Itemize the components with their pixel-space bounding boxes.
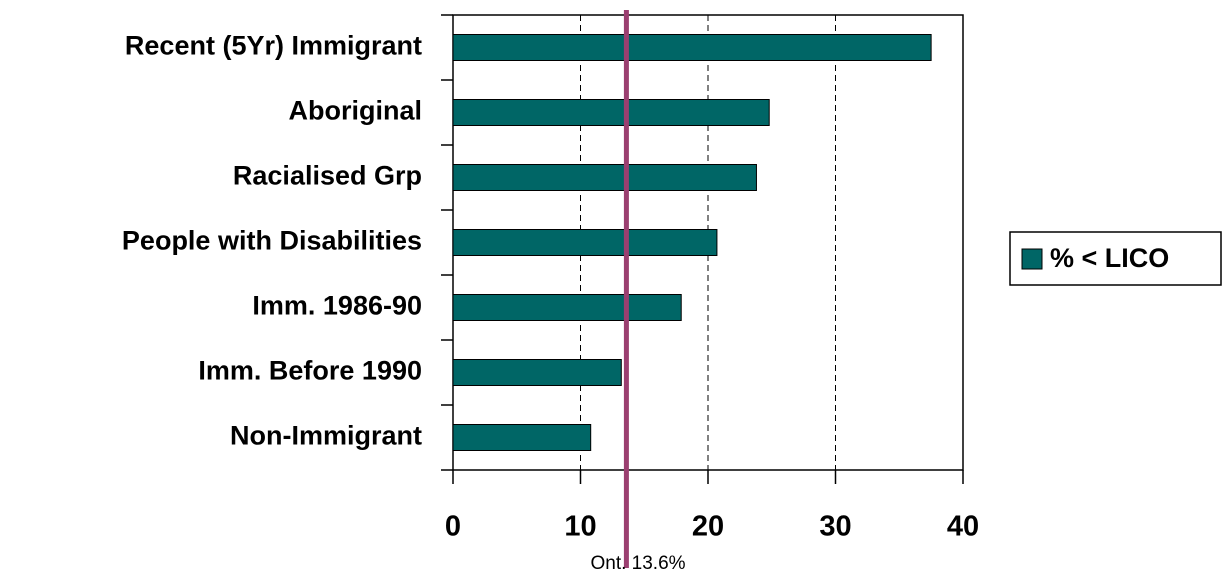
bar [452,34,932,61]
category-label: Recent (5Yr) Immigrant [125,31,422,61]
bar [452,99,770,126]
category-label: Imm. 1986-90 [252,291,422,321]
category-label: Non-Immigrant [230,421,422,451]
legend-label: % < LICO [1050,243,1169,273]
category-label: Imm. Before 1990 [198,356,422,386]
bar [452,359,622,386]
category-label: Racialised Grp [233,161,422,191]
x-tick-label: 10 [564,511,596,543]
bar [452,164,757,191]
x-tick-label: 20 [692,511,724,543]
legend-swatch [1021,248,1043,270]
x-tick-label: 40 [947,511,979,543]
bar [452,424,592,451]
x-tick-label: 30 [819,511,851,543]
x-tick-label: 0 [445,511,461,543]
category-label: People with Disabilities [122,226,422,256]
reference-label: Ont. 13.6% [590,553,685,574]
bar [452,294,682,321]
legend-box [1009,231,1222,286]
category-label: Aboriginal [289,96,423,126]
bar [452,229,718,256]
